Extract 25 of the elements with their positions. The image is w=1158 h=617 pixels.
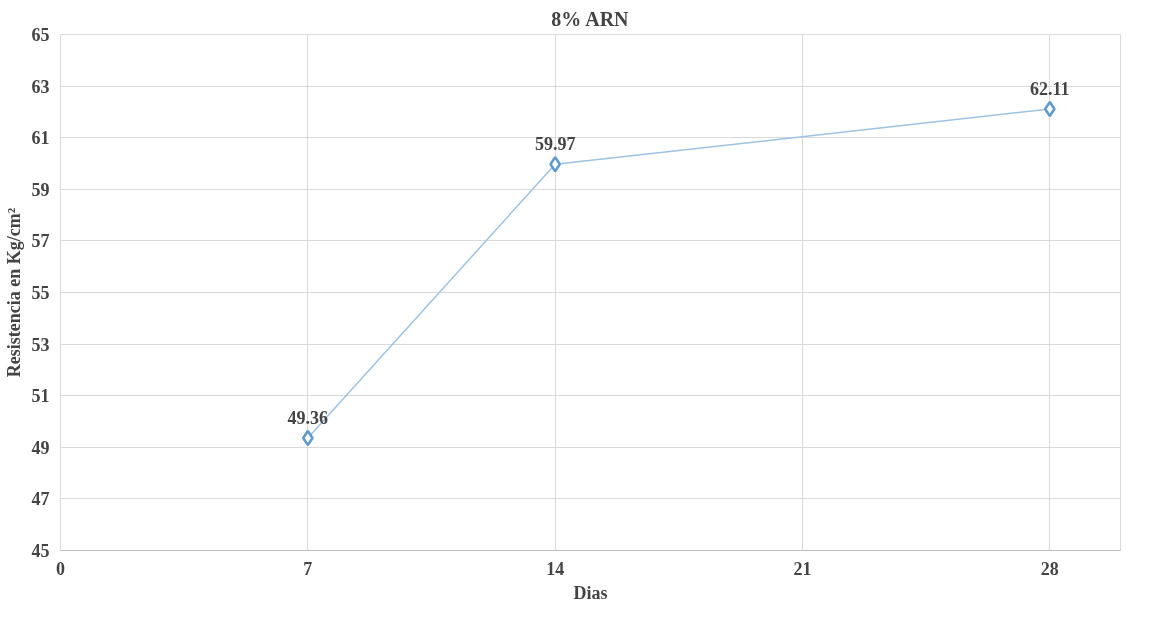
data-label: 59.97 xyxy=(534,134,576,155)
x-tick-label: 14 xyxy=(546,558,565,579)
y-tick-label: 59 xyxy=(31,179,50,200)
point xyxy=(1043,100,1056,118)
y-tick-label: 63 xyxy=(31,76,50,97)
chart-title: 8% ARN xyxy=(551,7,630,30)
y-tick-label: 47 xyxy=(31,489,50,510)
data-label: 49.36 xyxy=(287,408,329,429)
point xyxy=(549,156,562,173)
y-tick-label: 45 xyxy=(31,541,50,561)
x-tick-label: 28 xyxy=(1040,558,1059,579)
y-tick-label: 53 xyxy=(31,334,50,355)
y-tick-label: 61 xyxy=(31,128,50,149)
y-tick-label: 55 xyxy=(31,283,50,303)
y-tick-label: 51 xyxy=(31,386,50,407)
x-tick-label: 21 xyxy=(793,558,812,579)
data-label: 62.11 xyxy=(1030,79,1070,100)
x-tick-label: 0 xyxy=(56,558,65,579)
y-tick-label: 57 xyxy=(31,231,50,252)
point xyxy=(301,429,314,447)
y-tick-label: 49 xyxy=(31,437,50,458)
y-axis-title: Resistencia en Kg/cm² xyxy=(3,207,24,378)
y-tick-label: 65 xyxy=(31,25,50,45)
x-tick-label: 7 xyxy=(303,558,313,579)
x-axis-title: Dias xyxy=(573,582,608,603)
